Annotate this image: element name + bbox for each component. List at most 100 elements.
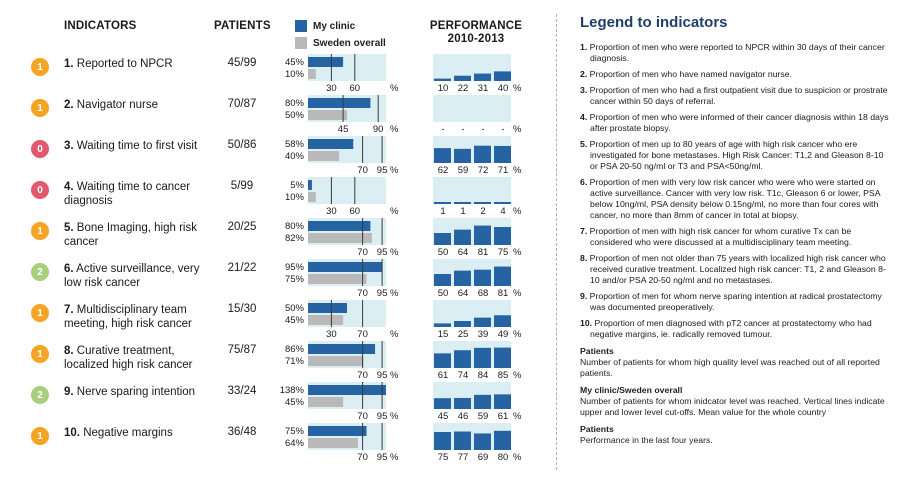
performance-label: 72: [477, 165, 489, 176]
performance-label: 40: [497, 83, 509, 94]
my-clinic-bar: [308, 303, 347, 313]
performance-bar: [474, 225, 491, 245]
indicator-name: 4. Waiting time to cancer diagnosis: [64, 180, 204, 208]
comparison-unit: %: [390, 370, 399, 381]
legend-item-text: Proportion of men for whom nerve sparing…: [589, 291, 882, 312]
sweden-percent: 40%: [284, 151, 304, 162]
legend-item: 5. Proportion of men up to 80 years of a…: [580, 139, 890, 172]
cutoff-label: 30: [326, 83, 337, 94]
legend-performance-text: Performance in the last four years.: [580, 435, 713, 445]
comparison-unit: %: [390, 329, 399, 340]
performance-bar: [474, 269, 491, 286]
legend-item: 3. Proportion of men who had a first out…: [580, 85, 890, 107]
sweden-bar: [308, 315, 344, 325]
performance-bar: [454, 148, 471, 163]
performance-bar: [474, 317, 491, 327]
my-clinic-bar: [308, 221, 371, 231]
indicator-number: 5.: [64, 222, 74, 234]
legend-item-text: Proportion of men diagnosed with pT2 can…: [590, 318, 872, 339]
performance-label: 64: [457, 288, 469, 299]
performance-label: -: [501, 124, 505, 135]
section-divider: [556, 14, 557, 470]
legend-item-number: 10.: [580, 318, 593, 328]
performance-bar: [454, 75, 471, 81]
legend-item: 1. Proportion of men who were reported t…: [580, 42, 890, 64]
legend-item-text: Proportion of men with high risk cancer …: [589, 226, 852, 247]
performance-bar: [494, 394, 511, 409]
legend-item-text: Proportion of men who have named navigat…: [589, 69, 793, 79]
comparison-chart: [308, 300, 386, 327]
indicator-number: 1.: [64, 58, 74, 70]
legend-patients-text: Number of patients for whom high quality…: [580, 357, 880, 378]
comparison-unit: %: [390, 83, 399, 94]
performance-label: 81: [477, 247, 489, 258]
performance-bar: [434, 323, 451, 327]
performance-chart: [433, 259, 511, 286]
legend-performance-title: Patients: [580, 424, 614, 434]
performance-label: 15: [437, 329, 449, 340]
performance-chart: [433, 382, 511, 409]
sweden-key: Sweden overall: [295, 37, 386, 49]
cutoff-label: 70: [357, 411, 368, 422]
comparison-chart: [308, 341, 386, 368]
legend-items: 1. Proportion of men who were reported t…: [580, 42, 890, 340]
indicator-label: Bone Imaging, high risk cancer: [64, 222, 197, 248]
indicator-label: Nerve sparing intention: [76, 386, 196, 398]
sweden-percent: 10%: [284, 69, 304, 80]
sweden-percent: 82%: [284, 233, 304, 244]
cutoff-label: 95: [376, 411, 388, 422]
comparison-unit: %: [390, 452, 399, 463]
my-clinic-bar: [308, 98, 371, 108]
legend-title: Legend to indicators: [580, 14, 728, 31]
performance-label: 61: [497, 411, 509, 422]
my-clinic-bar: [308, 57, 344, 67]
performance-unit: %: [513, 329, 522, 340]
performance-label: 71: [497, 165, 509, 176]
performance-bar: [474, 433, 491, 450]
legend-clinic-title: My clinic/Sweden overall: [580, 385, 683, 395]
performance-chart: [433, 300, 511, 327]
sweden-bar: [308, 233, 372, 243]
performance-unit: %: [513, 247, 522, 258]
indicator-row: 1 1. Reported to NPCR 45/99 45% 10% 30 60% 10 22…: [0, 54, 545, 94]
indicator-row: 0 3. Waiting time to first visit 50/86 58% 4…: [0, 136, 545, 176]
performance-label: -: [461, 124, 465, 135]
my-clinic-bar: [308, 344, 376, 354]
performance-label: 45: [437, 411, 449, 422]
performance-bar: [474, 347, 491, 368]
performance-unit: %: [513, 165, 522, 176]
sweden-bar: [308, 69, 316, 79]
performance-bar: [434, 148, 451, 163]
performance-chart: [433, 177, 511, 204]
indicator-name: 5. Bone Imaging, high risk cancer: [64, 221, 204, 249]
legend-item: 4. Proportion of men who were informed o…: [580, 112, 890, 134]
cutoff-label: 30: [326, 206, 337, 217]
patients-value: 50/86: [227, 139, 257, 151]
indicator-number: 6.: [64, 263, 74, 275]
performance-label: 69: [477, 452, 489, 463]
performance-bar: [434, 233, 451, 245]
performance-label: 74: [457, 370, 469, 381]
my-clinic-bar: [308, 180, 312, 190]
my-clinic-bar: [308, 262, 383, 272]
indicator-row: 1 5. Bone Imaging, high risk cancer 20/25 8…: [0, 218, 545, 258]
performance-label: 49: [497, 329, 509, 340]
sweden-bar: [308, 274, 367, 284]
comparison-chart: [308, 423, 386, 450]
performance-bar: [434, 398, 451, 409]
sweden-percent: 64%: [284, 438, 304, 449]
performance-bg: [433, 177, 511, 204]
legend-item: 10. Proportion of men diagnosed with pT2…: [580, 318, 890, 340]
sweden-percent: 50%: [284, 110, 304, 121]
legend-item-number: 1.: [580, 42, 588, 52]
legend-item-number: 4.: [580, 112, 588, 122]
cutoff-label: 95: [376, 370, 388, 381]
performance-unit: %: [513, 124, 522, 135]
performance-label: 62: [437, 165, 449, 176]
cutoff-label: 70: [357, 288, 368, 299]
cutoff-label: 95: [376, 165, 388, 176]
performance-label: 68: [477, 288, 489, 299]
my-clinic-percent: 138%: [279, 385, 304, 396]
performance-chart: [433, 54, 511, 81]
performance-unit: %: [513, 452, 522, 463]
